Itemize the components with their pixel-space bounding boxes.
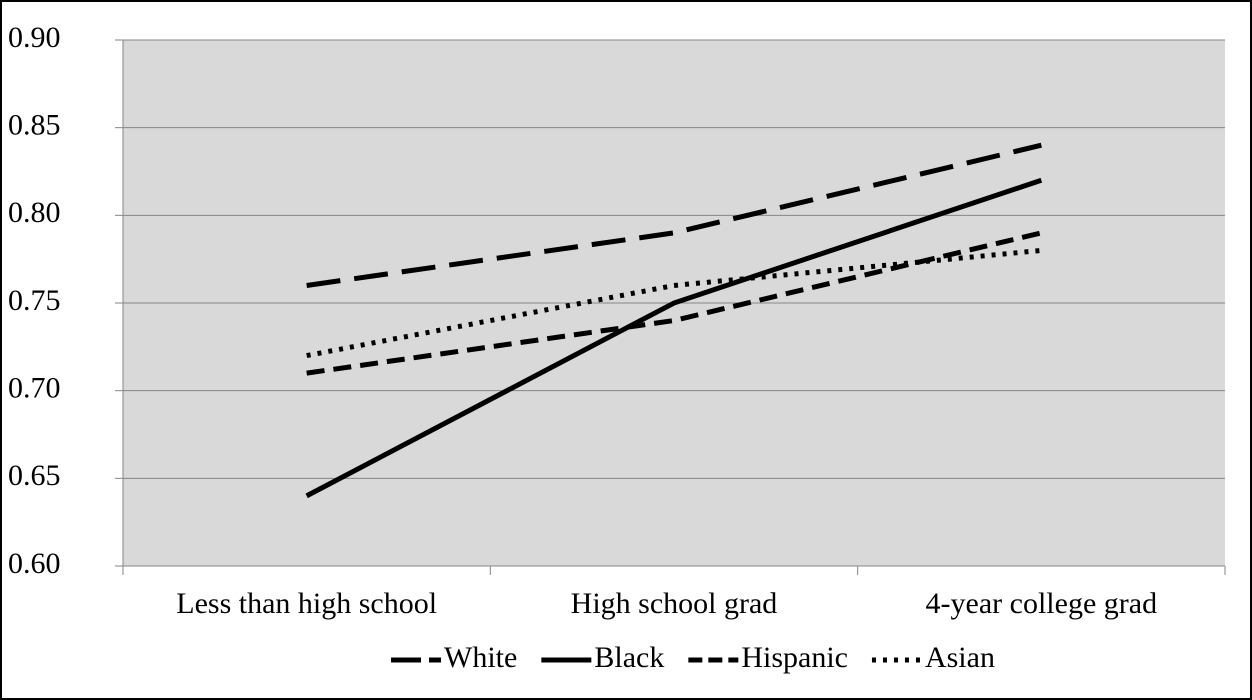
series-line bbox=[305, 177, 1043, 499]
legend-label: Asian bbox=[925, 641, 995, 674]
y-tick-label: 0.65 bbox=[8, 459, 61, 492]
x-tick-label: High school grad bbox=[571, 587, 778, 620]
series-line bbox=[306, 142, 1042, 288]
y-tick-label: 0.90 bbox=[8, 21, 61, 54]
legend-label: Hispanic bbox=[741, 641, 848, 674]
y-tick-label: 0.75 bbox=[8, 284, 61, 317]
y-tick-label: 0.70 bbox=[8, 372, 61, 405]
y-tick-label: 0.60 bbox=[8, 547, 61, 580]
x-tick-label: 4-year college grad bbox=[926, 587, 1158, 620]
y-tick-label: 0.80 bbox=[8, 196, 61, 229]
y-tick-label: 0.85 bbox=[8, 109, 61, 142]
series-line bbox=[306, 247, 1042, 359]
x-tick-label: Less than high school bbox=[176, 587, 437, 620]
legend-label: Black bbox=[594, 641, 664, 674]
legend-label: White bbox=[444, 641, 517, 674]
